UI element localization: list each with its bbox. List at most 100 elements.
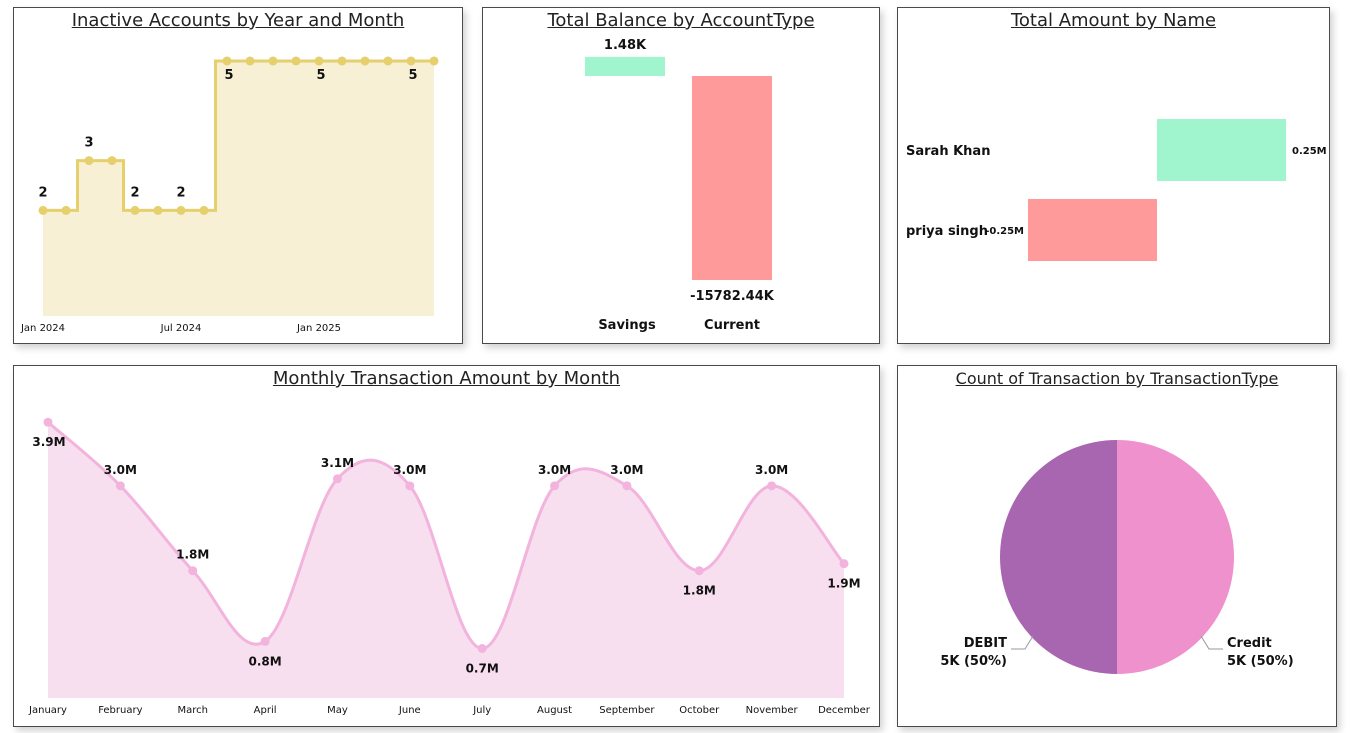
x-tick-label: March xyxy=(177,705,207,716)
inactive-accounts-title: Inactive Accounts by Year and Month xyxy=(71,10,405,31)
data-label: -0.25M xyxy=(985,226,1024,237)
category-label: priya singh xyxy=(906,224,988,239)
transaction-type-chart[interactable]: Credit 5K (50%) DEBIT 5K (50%) xyxy=(898,366,1338,728)
data-label: 2 xyxy=(130,185,139,200)
area-fill xyxy=(43,60,434,316)
data-label: 0.8M xyxy=(248,654,281,668)
data-point xyxy=(107,156,117,166)
bar xyxy=(1157,119,1286,181)
data-point xyxy=(199,205,209,215)
data-label: 5 xyxy=(408,68,417,83)
data-point xyxy=(839,559,849,569)
x-tick-label: August xyxy=(537,705,572,716)
transaction-type-panel: Count of Transaction by TransactionType … xyxy=(897,365,1337,727)
x-tick-label: January xyxy=(28,705,67,716)
bar xyxy=(692,76,772,280)
monthly-transaction-title: Monthly Transaction Amount by Month xyxy=(272,368,621,389)
slice-label: Credit xyxy=(1227,636,1272,651)
data-label: 1.8M xyxy=(176,548,209,562)
data-point xyxy=(222,56,232,66)
data-point xyxy=(260,636,270,646)
data-point xyxy=(405,481,415,491)
data-label: 2 xyxy=(176,185,185,200)
data-point xyxy=(268,56,278,66)
bar xyxy=(585,56,665,76)
leader-line xyxy=(1200,635,1223,650)
amount-by-name-chart[interactable]: Sarah Khan 0.25M priya singh-0.25M xyxy=(898,8,1331,345)
monthly-transaction-chart[interactable]: 3.9M January 3.0M February 1.8M March 0.8M Apri… xyxy=(14,366,881,728)
data-point xyxy=(61,205,71,215)
data-point xyxy=(332,474,342,484)
data-point xyxy=(406,56,416,66)
inactive-accounts-chart[interactable]: 2 3 2 2 5 5 5 Jan 2024 Jul 2024 Jan 2025 xyxy=(14,8,464,345)
slice-label: 5K (50%) xyxy=(940,654,1007,669)
transaction-type-title: Count of Transaction by TransactionType xyxy=(955,369,1279,388)
x-tick-label: Jan 2024 xyxy=(20,323,65,334)
data-label: 5 xyxy=(224,68,233,83)
data-point xyxy=(38,205,48,215)
data-point xyxy=(429,56,439,66)
data-point xyxy=(291,56,301,66)
slice-label: 5K (50%) xyxy=(1227,654,1294,669)
category-label: Current xyxy=(704,318,760,333)
x-tick-label: October xyxy=(679,705,720,716)
data-point xyxy=(550,481,560,491)
data-point xyxy=(176,205,186,215)
data-label: 3.9M xyxy=(32,435,65,449)
data-point xyxy=(130,205,140,215)
amount-by-name-title: Total Amount by Name xyxy=(1010,10,1217,31)
slice-label: DEBIT xyxy=(964,636,1007,651)
bar xyxy=(1028,199,1157,261)
area-fill xyxy=(48,422,844,698)
data-label: 0.25M xyxy=(1292,146,1327,157)
x-tick-label: December xyxy=(818,705,871,716)
category-label: Savings xyxy=(598,318,656,333)
pie-slice xyxy=(1117,440,1234,674)
total-balance-chart[interactable]: 1.48K Savings -15782.44K Current xyxy=(483,8,881,345)
data-point xyxy=(314,56,324,66)
total-balance-title: Total Balance by AccountType xyxy=(547,10,815,31)
x-tick-label: May xyxy=(327,705,348,716)
data-point xyxy=(477,644,487,653)
total-balance-panel: Total Balance by AccountType 1.48K Saving… xyxy=(482,7,880,344)
x-tick-label: November xyxy=(746,705,799,716)
pie-slice xyxy=(1000,440,1117,674)
x-tick-label: Jan 2025 xyxy=(296,323,341,334)
data-label: 3.0M xyxy=(538,463,571,477)
data-point xyxy=(337,56,347,66)
data-label: 1.9M xyxy=(827,577,860,591)
category-label: Sarah Khan xyxy=(906,144,990,159)
data-label: 0.7M xyxy=(466,662,499,676)
data-point xyxy=(84,156,94,166)
data-point xyxy=(622,481,632,491)
data-label: 3.1M xyxy=(321,456,354,470)
data-label: 1.8M xyxy=(683,584,716,598)
data-label: 3.0M xyxy=(104,463,137,477)
x-tick-label: Jul 2024 xyxy=(160,323,202,334)
data-label: 5 xyxy=(316,68,325,83)
data-point xyxy=(43,417,53,427)
data-point xyxy=(767,481,777,491)
data-point xyxy=(360,56,370,66)
amount-by-name-panel: Total Amount by Name Sarah Khan 0.25M priy… xyxy=(897,7,1330,344)
data-point xyxy=(383,56,393,66)
x-tick-label: June xyxy=(398,705,421,716)
x-tick-label: September xyxy=(599,705,655,716)
data-label: 1.48K xyxy=(604,38,647,53)
x-tick-label: February xyxy=(98,705,142,716)
data-label: 3.0M xyxy=(393,463,426,477)
data-label: -15782.44K xyxy=(690,289,775,304)
x-tick-label: April xyxy=(254,705,277,716)
x-tick-label: July xyxy=(472,705,491,716)
data-point xyxy=(188,566,198,576)
data-label: 3.0M xyxy=(610,463,643,477)
data-point xyxy=(153,205,163,215)
data-point xyxy=(115,481,125,491)
data-point xyxy=(245,56,255,66)
monthly-transaction-panel: Monthly Transaction Amount by Month 3.9M… xyxy=(13,365,880,727)
data-label: 2 xyxy=(38,185,47,200)
leader-line xyxy=(1011,635,1034,650)
data-point xyxy=(694,566,704,576)
data-label: 3.0M xyxy=(755,463,788,477)
